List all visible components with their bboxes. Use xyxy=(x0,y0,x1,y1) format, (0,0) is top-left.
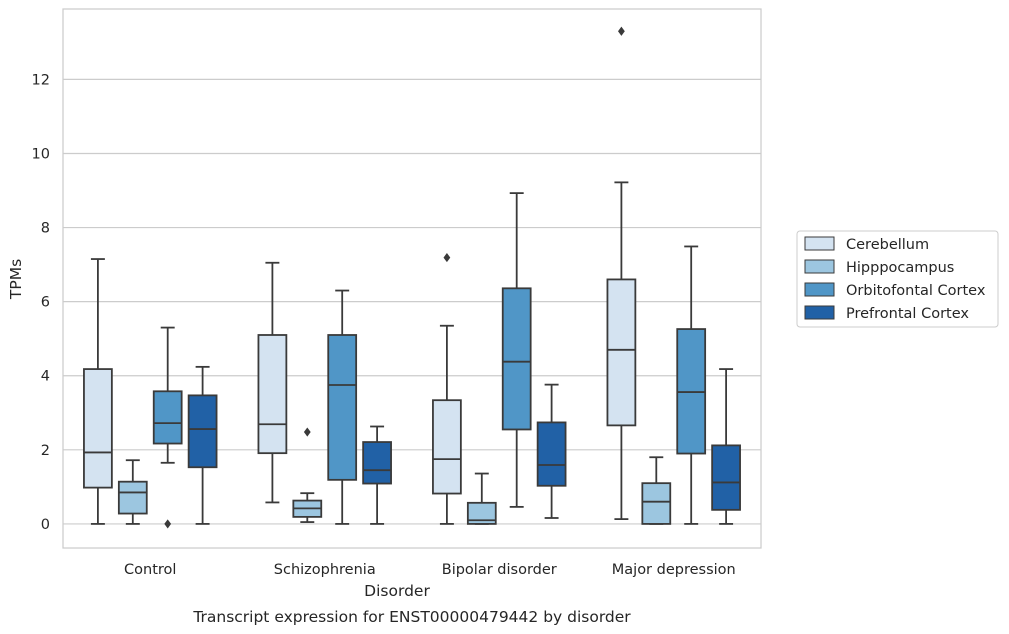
box-iqr xyxy=(257,334,288,455)
legend-label: Prefrontal Cortex xyxy=(846,306,969,322)
legend: Cerebellum Hipppocampus Orbitofontal Corte… xyxy=(796,230,999,328)
legend-items: Cerebellum Hipppocampus Orbitofontal Corte… xyxy=(804,236,986,322)
legend-swatch xyxy=(804,236,835,251)
box-group xyxy=(187,365,218,525)
legend-label: Orbitofontal Cortex xyxy=(846,283,986,299)
outlier-point xyxy=(164,519,172,529)
box-iqr xyxy=(117,480,148,515)
outlier-point xyxy=(443,252,451,263)
x-tick-label: Major depression xyxy=(612,562,736,578)
box-group xyxy=(83,258,113,525)
box-group xyxy=(152,326,183,529)
x-axis-label: Disorder xyxy=(364,582,430,600)
box-group xyxy=(257,261,288,504)
legend-frame xyxy=(796,230,999,328)
box-iqr xyxy=(187,394,218,469)
box-group xyxy=(536,383,567,519)
x-axis-ticks: Control Schizophrenia Bipolar disorder Majo… xyxy=(124,562,736,578)
y-tick-label: 4 xyxy=(41,369,50,385)
legend-label: Hipppocampus xyxy=(846,260,954,276)
box-group xyxy=(676,245,707,525)
plot-background xyxy=(63,9,761,548)
y-axis-label: TPMs xyxy=(7,259,25,300)
y-axis-ticks: 0 2 4 6 8 10 12 xyxy=(32,72,50,533)
box-group xyxy=(711,368,741,525)
x-tick-label: Bipolar disorder xyxy=(442,562,557,578)
outlier-point xyxy=(618,26,625,36)
x-tick-label: Schizophrenia xyxy=(274,562,376,578)
x-tick-label: Control xyxy=(124,562,176,578)
box-iqr xyxy=(711,444,741,511)
y-tick-label: 2 xyxy=(41,443,50,459)
box-iqr xyxy=(432,399,462,495)
box-iqr xyxy=(362,441,392,485)
y-tick-label: 8 xyxy=(41,221,50,237)
y-tick-label: 12 xyxy=(32,72,50,88)
plot-area xyxy=(62,8,762,549)
box-iqr xyxy=(466,501,497,525)
box-iqr xyxy=(501,287,532,431)
y-tick-label: 6 xyxy=(41,295,50,311)
box-iqr xyxy=(152,390,183,445)
box-group xyxy=(117,459,148,525)
box-group xyxy=(501,192,532,508)
box-group xyxy=(641,456,672,525)
legend-swatch xyxy=(804,282,835,297)
box-group xyxy=(432,252,462,525)
legend-label: Cerebellum xyxy=(846,237,929,253)
box-iqr xyxy=(327,334,358,481)
box-group xyxy=(466,472,497,525)
y-tick-label: 10 xyxy=(32,146,50,162)
box-iqr xyxy=(641,482,672,525)
box-group xyxy=(606,26,637,521)
legend-swatch xyxy=(804,305,835,320)
box-group xyxy=(362,425,392,525)
box-iqr xyxy=(83,368,113,489)
y-tick-label: 0 xyxy=(41,517,50,533)
legend-swatch xyxy=(804,259,835,274)
box-group xyxy=(292,427,323,523)
box-group xyxy=(327,289,358,525)
outlier-point xyxy=(303,427,311,437)
plot-frame xyxy=(62,8,762,549)
box-iqr xyxy=(536,421,567,487)
boxes xyxy=(83,26,741,529)
gridlines xyxy=(63,78,761,525)
box-iqr xyxy=(606,278,637,427)
chart-caption: Transcript expression for ENST0000047944… xyxy=(192,608,631,626)
